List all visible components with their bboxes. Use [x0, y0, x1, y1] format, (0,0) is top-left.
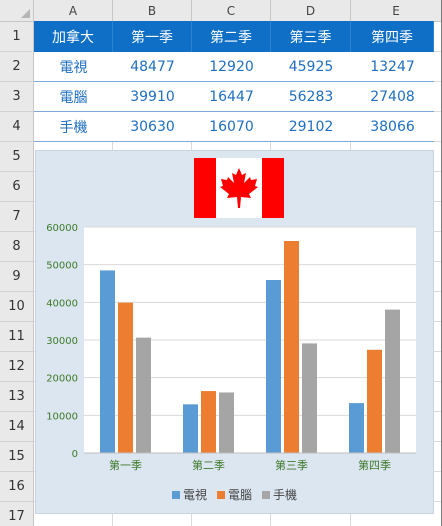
legend-item: 電腦	[216, 486, 252, 503]
legend-label: 電腦	[227, 488, 252, 502]
y-tick-label: 20000	[46, 374, 78, 385]
legend-swatch	[262, 490, 270, 499]
legend-label: 電視	[182, 488, 207, 502]
legend-item: 手機	[262, 486, 297, 503]
chart-legend: 電視 電腦 手機	[36, 486, 433, 503]
row-header-4[interactable]: 4	[0, 112, 34, 142]
table-cell[interactable]: 16070	[192, 112, 271, 142]
y-tick-label: 10000	[46, 411, 78, 422]
row-header-2[interactable]: 2	[0, 52, 34, 82]
bar-1-0	[118, 302, 133, 453]
row-header-15[interactable]: 15	[0, 442, 34, 472]
table-cell[interactable]: 29102	[271, 112, 351, 142]
table-header-cell[interactable]: 第四季	[351, 21, 434, 53]
column-header-c[interactable]: C	[192, 0, 271, 22]
table-header-cell[interactable]: 第三季	[271, 21, 351, 53]
select-all-icon	[21, 9, 30, 18]
column-header-b[interactable]: B	[113, 0, 192, 22]
bar-0-0	[100, 270, 115, 453]
table-cell[interactable]: 39910	[113, 82, 192, 112]
table-cell[interactable]: 56283	[271, 82, 351, 112]
table-cell[interactable]: 13247	[351, 52, 434, 82]
table-cell[interactable]: 電腦	[34, 82, 113, 112]
bar-0-2	[266, 280, 281, 453]
row-header-13[interactable]: 13	[0, 382, 34, 412]
select-all-corner[interactable]	[0, 0, 34, 22]
row-header-9[interactable]: 9	[0, 262, 34, 292]
bar-0-1	[183, 404, 198, 453]
table-cell[interactable]: 48477	[113, 52, 192, 82]
row-header-17[interactable]: 17	[0, 502, 34, 526]
bar-2-1	[219, 392, 234, 453]
table-header-cell[interactable]: 第二季	[192, 21, 271, 53]
row-header-8[interactable]: 8	[0, 232, 34, 262]
x-tick-label: 第四季	[358, 458, 391, 472]
row-header-16[interactable]: 16	[0, 472, 34, 502]
row-header-7[interactable]: 7	[0, 202, 34, 232]
legend-swatch	[171, 490, 180, 499]
column-header-a[interactable]: A	[34, 0, 113, 22]
x-tick-label: 第三季	[275, 458, 308, 472]
column-header-d[interactable]: D	[271, 0, 351, 22]
bar-2-2	[302, 343, 317, 453]
row-header-5[interactable]: 5	[0, 142, 34, 172]
x-tick-label: 第二季	[192, 458, 225, 472]
y-tick-label: 30000	[46, 336, 78, 347]
bar-1-2	[284, 241, 299, 453]
y-tick-label: 40000	[46, 298, 78, 309]
row-header-10[interactable]: 10	[0, 292, 34, 322]
table-cell[interactable]: 38066	[351, 112, 434, 142]
table-cell[interactable]: 12920	[192, 52, 271, 82]
bar-0-3	[349, 403, 364, 453]
canada-flag-icon	[194, 158, 284, 218]
row-header-1[interactable]: 1	[0, 22, 34, 52]
row-header-12[interactable]: 12	[0, 352, 34, 382]
bar-1-3	[367, 349, 382, 453]
chart-area[interactable]: 0 10000 20000 30000 40000 50000 60000 第一季 第二季 第三季…	[35, 150, 434, 514]
row-header-14[interactable]: 14	[0, 412, 34, 442]
y-tick-label: 60000	[46, 223, 78, 234]
table-cell[interactable]: 27408	[351, 82, 434, 112]
bar-2-3	[385, 309, 400, 453]
bar-chart: 0 10000 20000 30000 40000 50000 60000 第一季 第二季 第三季…	[46, 223, 416, 472]
row-header-11[interactable]: 11	[0, 322, 34, 352]
table-header-cell[interactable]: 加拿大	[34, 21, 113, 53]
x-tick-label: 第一季	[109, 458, 142, 472]
legend-label: 手機	[273, 488, 298, 502]
row-header-6[interactable]: 6	[0, 172, 34, 202]
y-tick-label: 0	[72, 449, 78, 460]
table-cell[interactable]: 手機	[34, 112, 113, 142]
table-cell[interactable]: 30630	[113, 112, 192, 142]
bar-2-0	[136, 337, 151, 453]
legend-swatch	[216, 490, 225, 499]
table-cell[interactable]: 16447	[192, 82, 271, 112]
table-cell[interactable]: 45925	[271, 52, 351, 82]
column-header-e[interactable]: E	[351, 0, 442, 22]
y-tick-label: 50000	[46, 261, 78, 272]
table-cell[interactable]: 電視	[34, 52, 113, 82]
table-header-cell[interactable]: 第一季	[113, 21, 192, 53]
row-header-3[interactable]: 3	[0, 82, 34, 112]
bar-1-1	[201, 391, 216, 453]
legend-item: 電視	[171, 486, 207, 503]
